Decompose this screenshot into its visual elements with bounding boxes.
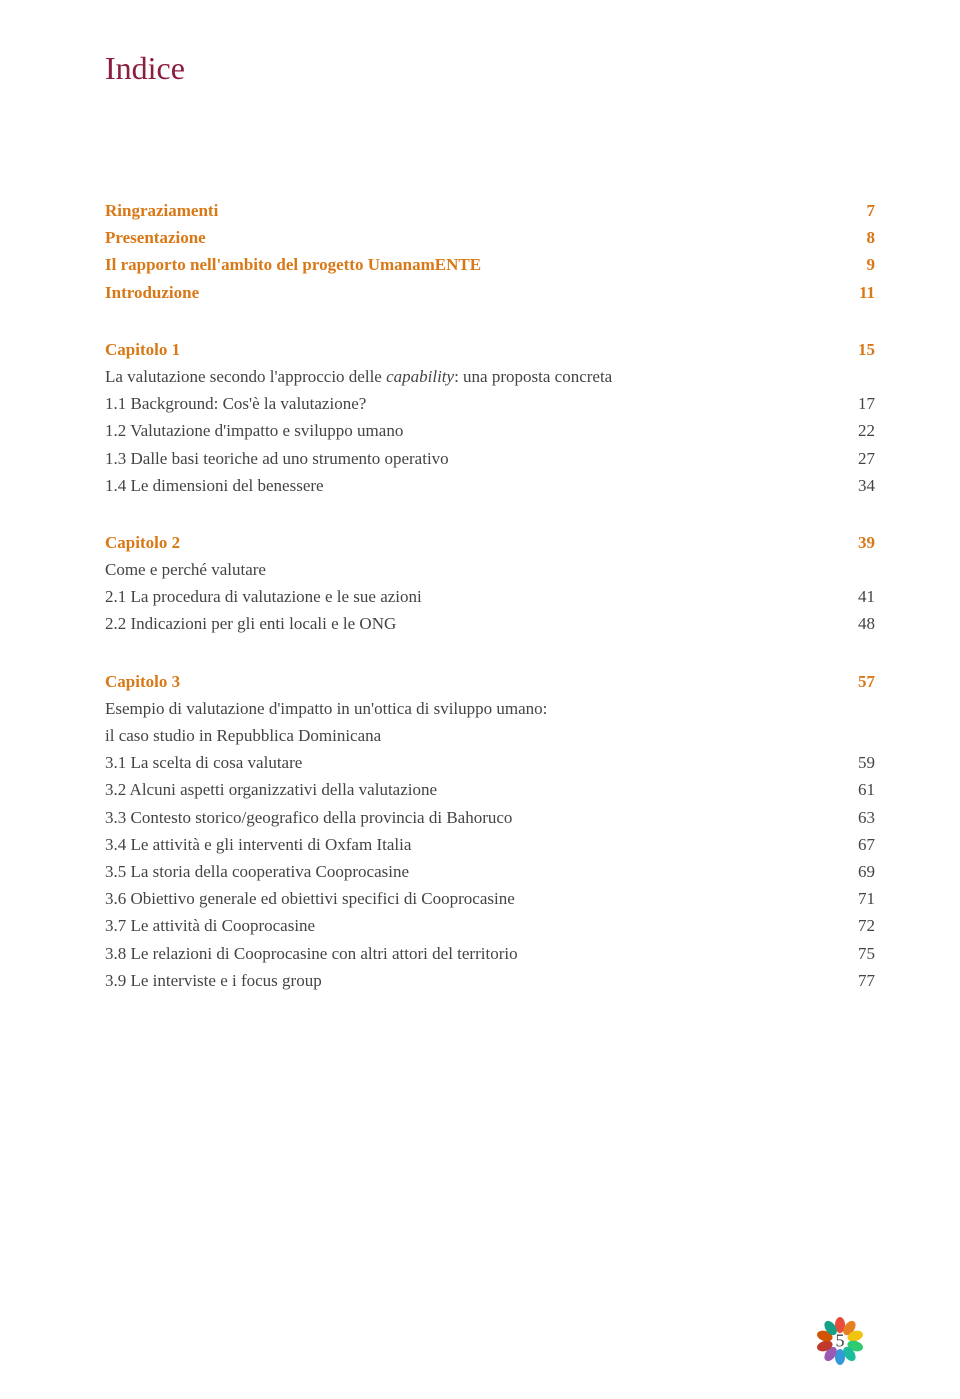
toc-page: 61 bbox=[845, 776, 875, 803]
toc-page: 9 bbox=[845, 251, 875, 278]
chapter-3-section: Capitolo 3 57 Esempio di valutazione d'i… bbox=[105, 668, 875, 994]
chapter-subtitle-line: Esempio di valutazione d'impatto in un'o… bbox=[105, 695, 875, 722]
page-number: 5 bbox=[812, 1331, 868, 1352]
toc-page: 72 bbox=[845, 912, 875, 939]
toc-entry: 3.5 La storia della cooperativa Cooproca… bbox=[105, 858, 875, 885]
toc-page: 11 bbox=[845, 279, 875, 306]
toc-label: Il rapporto nell'ambito del progetto Uma… bbox=[105, 251, 845, 278]
toc-page: 27 bbox=[845, 445, 875, 472]
toc-entry: 3.2 Alcuni aspetti organizzativi della v… bbox=[105, 776, 875, 803]
toc-label: 3.7 Le attività di Cooprocasine bbox=[105, 912, 845, 939]
toc-page: 75 bbox=[845, 940, 875, 967]
toc-page: 8 bbox=[845, 224, 875, 251]
chapter-heading: Capitolo 2 39 bbox=[105, 529, 875, 556]
toc-label: 3.3 Contesto storico/geografico della pr… bbox=[105, 804, 845, 831]
toc-page: 77 bbox=[845, 967, 875, 994]
page-title: Indice bbox=[105, 50, 875, 87]
toc-entry: 2.2 Indicazioni per gli enti locali e le… bbox=[105, 610, 875, 637]
toc-label: 3.5 La storia della cooperativa Cooproca… bbox=[105, 858, 845, 885]
toc-entry: 1.4 Le dimensioni del benessere 34 bbox=[105, 472, 875, 499]
toc-entry: 3.9 Le interviste e i focus group 77 bbox=[105, 967, 875, 994]
toc-entry: 1.2 Valutazione d'impatto e sviluppo uma… bbox=[105, 417, 875, 444]
toc-entry: 1.1 Background: Cos'è la valutazione? 17 bbox=[105, 390, 875, 417]
toc-entry: 3.8 Le relazioni di Cooprocasine con alt… bbox=[105, 940, 875, 967]
toc-page: 7 bbox=[845, 197, 875, 224]
chapter-title: Capitolo 2 bbox=[105, 529, 845, 556]
toc-label: 3.6 Obiettivo generale ed obiettivi spec… bbox=[105, 885, 845, 912]
chapter-2-section: Capitolo 2 39 Come e perché valutare 2.1… bbox=[105, 529, 875, 638]
toc-entry: 3.7 Le attività di Cooprocasine 72 bbox=[105, 912, 875, 939]
toc-label: 1.3 Dalle basi teoriche ad uno strumento… bbox=[105, 445, 845, 472]
toc-entry: 1.3 Dalle basi teoriche ad uno strumento… bbox=[105, 445, 875, 472]
toc-entry: Presentazione 8 bbox=[105, 224, 875, 251]
toc-entry: 3.3 Contesto storico/geografico della pr… bbox=[105, 804, 875, 831]
toc-label: 3.4 Le attività e gli interventi di Oxfa… bbox=[105, 831, 845, 858]
toc-entry: Introduzione 11 bbox=[105, 279, 875, 306]
chapter-subtitle-line: il caso studio in Repubblica Dominicana bbox=[105, 722, 875, 749]
subtitle-part: La valutazione secondo l'approccio delle bbox=[105, 367, 386, 386]
toc-entry: 3.1 La scelta di cosa valutare 59 bbox=[105, 749, 875, 776]
toc-page: 71 bbox=[845, 885, 875, 912]
toc-page: 63 bbox=[845, 804, 875, 831]
chapter-heading: Capitolo 1 15 bbox=[105, 336, 875, 363]
subtitle-italic: capability bbox=[386, 367, 454, 386]
toc-page: 48 bbox=[845, 610, 875, 637]
chapter-title: Capitolo 1 bbox=[105, 336, 845, 363]
front-matter-section: Ringraziamenti 7 Presentazione 8 Il rapp… bbox=[105, 197, 875, 306]
toc-entry: 3.6 Obiettivo generale ed obiettivi spec… bbox=[105, 885, 875, 912]
chapter-1-section: Capitolo 1 15 La valutazione secondo l'a… bbox=[105, 336, 875, 499]
chapter-title: Capitolo 3 bbox=[105, 668, 845, 695]
toc-label: 2.1 La procedura di valutazione e le sue… bbox=[105, 583, 845, 610]
toc-page: 34 bbox=[845, 472, 875, 499]
subtitle-part: : una proposta concreta bbox=[454, 367, 612, 386]
toc-page: 22 bbox=[845, 417, 875, 444]
chapter-subtitle: Come e perché valutare bbox=[105, 556, 875, 583]
toc-entry: Ringraziamenti 7 bbox=[105, 197, 875, 224]
chapter-heading: Capitolo 3 57 bbox=[105, 668, 875, 695]
toc-label: 3.2 Alcuni aspetti organizzativi della v… bbox=[105, 776, 845, 803]
chapter-page: 57 bbox=[845, 668, 875, 695]
toc-label: 3.8 Le relazioni di Cooprocasine con alt… bbox=[105, 940, 845, 967]
toc-label: 3.9 Le interviste e i focus group bbox=[105, 967, 845, 994]
toc-page: 67 bbox=[845, 831, 875, 858]
chapter-page: 15 bbox=[845, 336, 875, 363]
page-number-ornament: 5 bbox=[812, 1313, 868, 1369]
toc-label: Presentazione bbox=[105, 224, 845, 251]
toc-entry: Il rapporto nell'ambito del progetto Uma… bbox=[105, 251, 875, 278]
toc-label: 1.1 Background: Cos'è la valutazione? bbox=[105, 390, 845, 417]
chapter-page: 39 bbox=[845, 529, 875, 556]
toc-label: 1.4 Le dimensioni del benessere bbox=[105, 472, 845, 499]
toc-page: 41 bbox=[845, 583, 875, 610]
toc-entry: 2.1 La procedura di valutazione e le sue… bbox=[105, 583, 875, 610]
toc-label: Ringraziamenti bbox=[105, 197, 845, 224]
toc-page: 59 bbox=[845, 749, 875, 776]
toc-label: 2.2 Indicazioni per gli enti locali e le… bbox=[105, 610, 845, 637]
toc-page: 17 bbox=[845, 390, 875, 417]
toc-label: Introduzione bbox=[105, 279, 845, 306]
toc-page: 69 bbox=[845, 858, 875, 885]
chapter-subtitle: La valutazione secondo l'approccio delle… bbox=[105, 363, 875, 390]
toc-label: 3.1 La scelta di cosa valutare bbox=[105, 749, 845, 776]
toc-label: 1.2 Valutazione d'impatto e sviluppo uma… bbox=[105, 417, 845, 444]
toc-entry: 3.4 Le attività e gli interventi di Oxfa… bbox=[105, 831, 875, 858]
